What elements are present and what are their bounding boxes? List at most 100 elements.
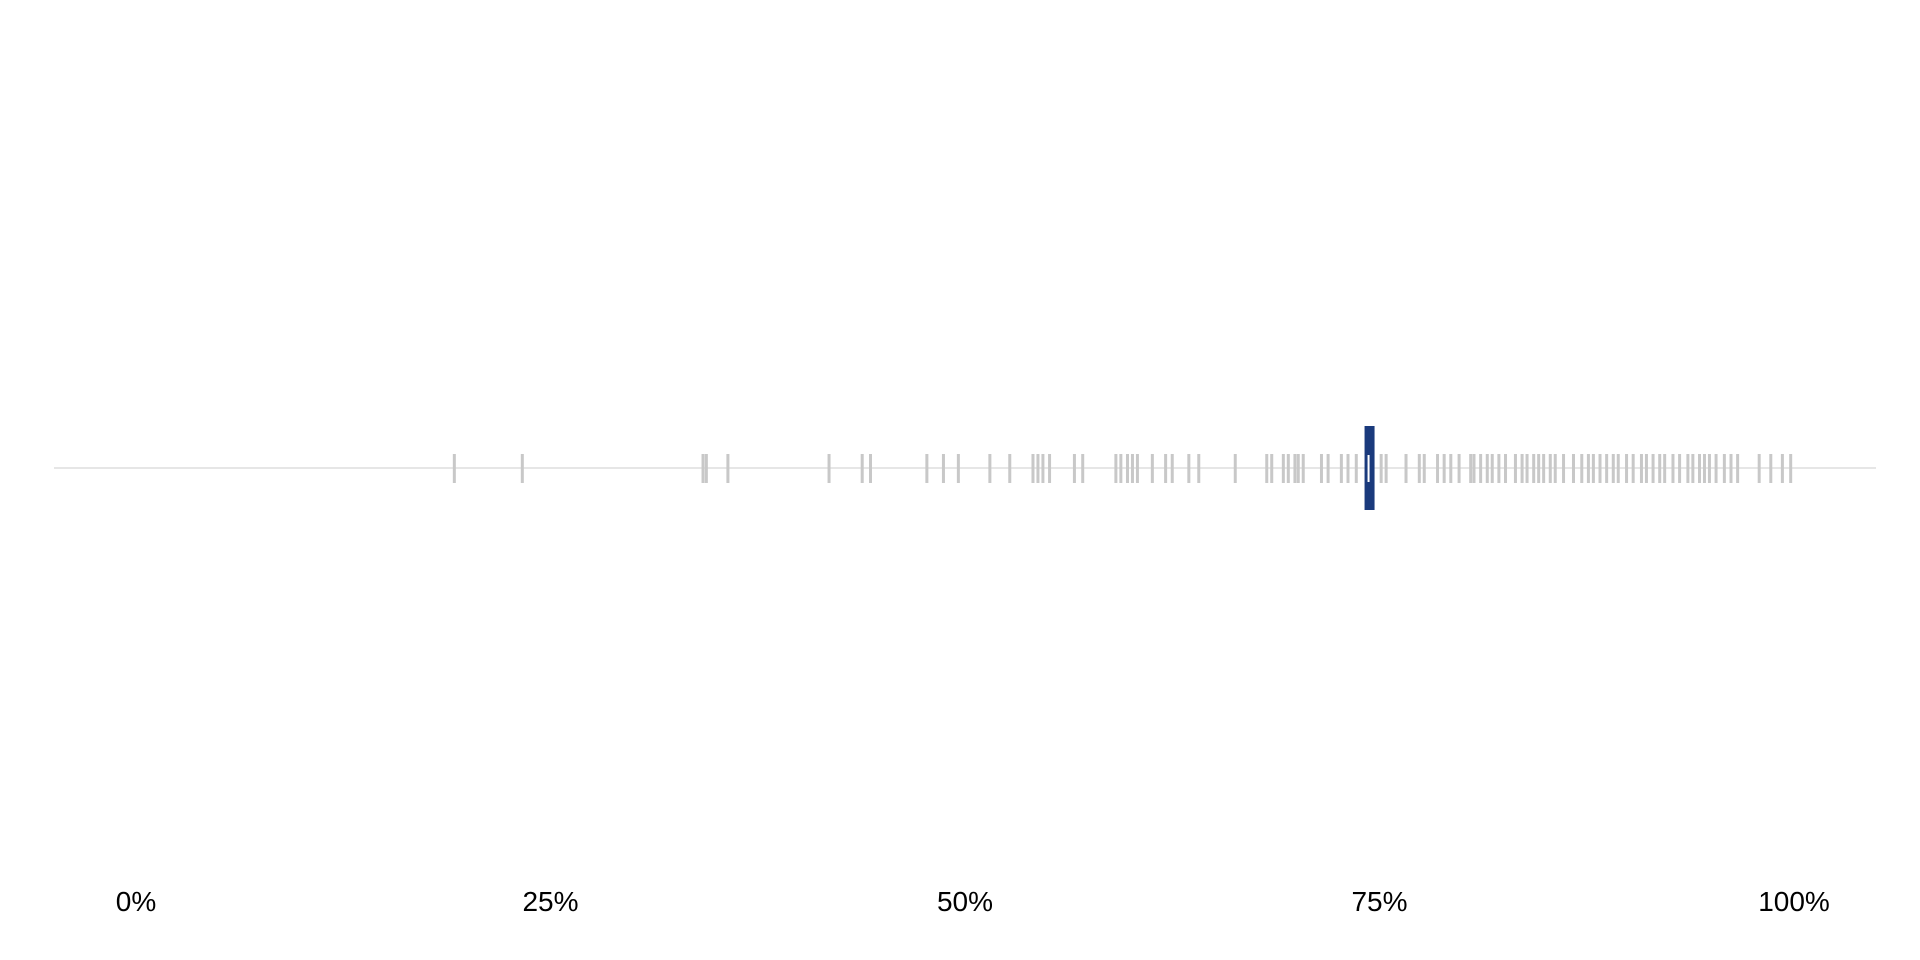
- strip-mark: [1678, 454, 1682, 483]
- strip-mark: [1644, 454, 1648, 483]
- strip-mark: [1542, 454, 1546, 483]
- strip-mark: [1651, 454, 1655, 483]
- strip-mark: [1729, 454, 1733, 483]
- strip-mark: [1170, 454, 1174, 483]
- x-tick-label: 25%: [522, 886, 578, 917]
- strip-mark: [1691, 454, 1695, 483]
- strip-mark: [1041, 454, 1045, 483]
- strip-mark: [1301, 454, 1305, 483]
- strip-mark: [1119, 454, 1123, 483]
- strip-mark: [1707, 454, 1711, 483]
- strip-mark: [1072, 454, 1076, 483]
- strip-mark: [1736, 454, 1740, 483]
- strip-mark: [1354, 454, 1358, 483]
- strip-mark: [1008, 454, 1012, 483]
- strip-mark: [1125, 454, 1129, 483]
- strip-mark: [988, 454, 992, 483]
- strip-mark: [1442, 454, 1446, 483]
- strip-mark: [1520, 454, 1524, 483]
- strip-mark: [827, 454, 831, 483]
- x-tick-label: 0%: [116, 886, 156, 917]
- strip-mark: [1663, 454, 1667, 483]
- strip-mark: [1457, 454, 1461, 483]
- strip-mark: [1036, 454, 1040, 483]
- strip-mark: [1346, 454, 1350, 483]
- strip-mark: [1525, 454, 1529, 483]
- highlight-inner-mark: [1367, 455, 1370, 482]
- data-marks: [452, 454, 1793, 483]
- strip-mark: [1130, 454, 1134, 483]
- x-tick-label: 100%: [1758, 886, 1830, 917]
- strip-mark: [1671, 454, 1675, 483]
- strip-mark: [1789, 454, 1793, 483]
- strip-mark: [1490, 454, 1494, 483]
- strip-mark: [1479, 454, 1483, 483]
- strip-mark: [1780, 454, 1784, 483]
- strip-mark: [1404, 454, 1408, 483]
- strip-mark: [1436, 454, 1440, 483]
- strip-mark: [1580, 454, 1584, 483]
- strip-mark: [1326, 454, 1330, 483]
- strip-mark: [1611, 454, 1615, 483]
- strip-mark: [1135, 454, 1139, 483]
- strip-mark: [1658, 454, 1662, 483]
- strip-mark: [1422, 454, 1426, 483]
- strip-mark: [1197, 454, 1201, 483]
- strip-mark: [1571, 454, 1575, 483]
- strip-mark: [1187, 454, 1191, 483]
- strip-mark: [1164, 454, 1168, 483]
- strip-mark: [925, 454, 929, 483]
- strip-mark: [1714, 454, 1718, 483]
- strip-mark: [1081, 454, 1085, 483]
- strip-mark: [1553, 454, 1557, 483]
- strip-mark: [1031, 454, 1035, 483]
- strip-mark: [1537, 454, 1541, 483]
- strip-mark: [1319, 454, 1323, 483]
- strip-mark: [452, 454, 456, 483]
- strip-mark: [1605, 454, 1609, 483]
- strip-mark: [726, 454, 730, 483]
- strip-mark: [1270, 454, 1274, 483]
- strip-mark: [1048, 454, 1052, 483]
- strip-mark: [1548, 454, 1552, 483]
- strip-mark: [1639, 454, 1643, 483]
- strip-mark: [1586, 454, 1590, 483]
- strip-mark: [1469, 454, 1473, 483]
- x-tick-label: 50%: [937, 886, 993, 917]
- strip-mark: [1591, 454, 1595, 483]
- strip-mark: [520, 454, 524, 483]
- strip-mark: [1150, 454, 1154, 483]
- strip-mark: [701, 454, 705, 483]
- strip-mark: [1265, 454, 1269, 483]
- strip-mark: [1631, 454, 1635, 483]
- strip-mark: [1114, 454, 1118, 483]
- strip-mark: [1513, 454, 1517, 483]
- strip-mark: [1686, 454, 1690, 483]
- strip-mark: [1562, 454, 1566, 483]
- strip-mark: [1281, 454, 1285, 483]
- strip-mark: [1379, 454, 1383, 483]
- strip-mark: [1293, 454, 1297, 483]
- strip-mark: [860, 454, 864, 483]
- strip-mark: [1532, 454, 1536, 483]
- strip-mark: [1598, 454, 1602, 483]
- strip-mark: [1497, 454, 1501, 483]
- strip-mark: [1296, 454, 1300, 483]
- strip-mark: [1449, 454, 1453, 483]
- strip-mark: [1625, 454, 1629, 483]
- strip-mark: [1722, 454, 1726, 483]
- x-axis-tick-labels: 0% 25% 50% 75% 100%: [116, 886, 1830, 917]
- strip-mark: [956, 454, 960, 483]
- strip-mark: [1697, 454, 1701, 483]
- strip-mark: [1757, 454, 1761, 483]
- strip-mark: [941, 454, 945, 483]
- strip-mark: [1339, 454, 1343, 483]
- strip-mark: [1233, 454, 1237, 483]
- highlight-layer: [1364, 426, 1375, 510]
- strip-mark: [1769, 454, 1773, 483]
- strip-mark: [1286, 454, 1290, 483]
- strip-mark: [704, 454, 708, 483]
- strip-mark: [1417, 454, 1421, 483]
- strip-mark: [1616, 454, 1620, 483]
